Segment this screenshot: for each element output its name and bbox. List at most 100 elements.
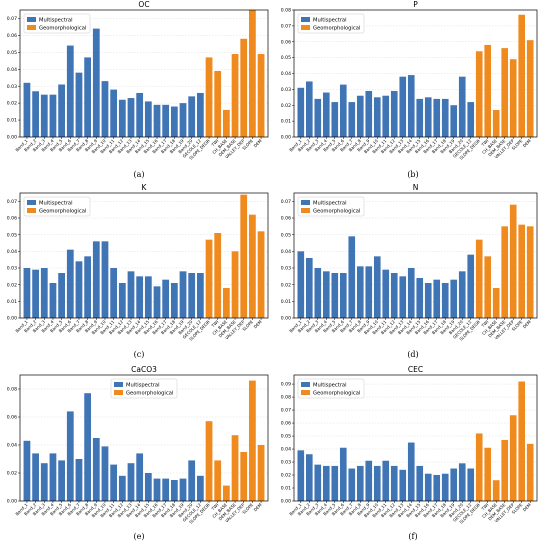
bar [305,454,313,501]
bar [153,104,161,137]
bar [297,450,305,501]
legend: Multispectral Geomorphological [23,196,91,217]
bar [433,279,441,318]
legend-box [23,13,91,34]
bar [424,97,432,137]
chart-panel-5: CaCO30.000.020.040.060.08Band_1Band_2Ban… [7,365,269,525]
bar [170,480,178,501]
bar [484,44,492,137]
bar [373,97,381,137]
bar [501,439,509,501]
bar [214,70,222,137]
bar [458,463,466,501]
chart-panel-3: K0.000.010.020.030.040.050.060.07Band_1B… [7,183,269,342]
chart-title: CEC [408,365,423,374]
bar [339,84,347,137]
bar [205,57,213,138]
legend-swatch [114,390,123,395]
y-tick-label: 0.01 [281,486,291,492]
bar [314,464,322,501]
legend-swatch [301,25,310,30]
legend-label: Multispectral [313,17,347,23]
bar [458,271,466,318]
legend-box [297,196,365,217]
legend-box [297,378,365,399]
plot-frame [19,374,269,502]
y-tick-label: 0.02 [281,473,291,479]
bar [475,51,483,137]
y-tick-label: 0.06 [7,33,17,39]
bar [257,54,265,137]
bar [127,463,135,501]
y-tick-label: 0.04 [281,71,291,77]
bar [214,233,222,318]
bar [356,95,364,137]
panel-caption: (a) [133,170,144,179]
bar [196,92,204,137]
plot-frame [293,9,538,138]
bar [424,283,432,318]
bar [356,266,364,318]
bar [92,241,100,318]
legend: Multispectral Geomorphological [297,378,365,399]
bar [249,10,256,137]
bar [399,469,407,501]
bar [416,98,424,137]
bar [214,460,222,501]
panel-caption: (b) [407,170,418,179]
bar [40,268,48,318]
bar [390,273,398,318]
panel-caption: (f) [408,532,417,541]
bar [75,261,83,318]
x-tick-label: TWI [210,319,220,329]
bar [75,459,83,501]
bar [240,452,248,501]
y-tick-label: 0.03 [281,266,291,272]
bar [162,478,170,501]
x-tick-label: DEM [522,138,532,148]
y-tick-label: 0.04 [7,249,17,255]
bar [331,273,339,318]
bar [348,102,356,137]
y-tick-label: 0.00 [7,135,17,141]
bar [118,99,126,137]
legend-label: Multispectral [39,17,73,23]
bar [84,256,92,318]
legend-swatch [114,382,123,387]
plot-frame [19,9,269,138]
bar [501,226,509,318]
y-tick-label: 0.04 [281,249,291,255]
bar [101,241,109,318]
bar [205,239,213,318]
y-tick-label: 0.02 [7,471,17,477]
bar [509,415,517,501]
y-tick-label: 0.06 [7,415,17,421]
bar [297,87,305,137]
bar [240,194,248,318]
bar [518,224,526,318]
bar [305,258,313,318]
bar [222,288,230,318]
legend-swatch [301,200,310,205]
x-tick-label: TWI [480,138,490,148]
legend-box [23,196,91,217]
bar [373,465,381,501]
x-tick-label: DEM [253,138,263,148]
legend-label: Geomorphological [313,208,360,214]
chart-title: CaCO3 [131,365,157,374]
legend-label: Geomorphological [39,25,86,31]
y-tick-label: 0.03 [7,84,17,90]
bar [407,268,415,318]
y-tick-label: 0.05 [7,232,17,238]
legend-label: Geomorphological [313,25,360,31]
bar [467,468,475,501]
bar [222,485,230,501]
y-tick-label: 0.04 [7,67,17,73]
legend-box [110,378,178,399]
bar [390,90,398,137]
bar [127,98,135,137]
bar [407,75,415,137]
bar [433,98,441,137]
y-tick-label: 0.02 [7,101,17,107]
